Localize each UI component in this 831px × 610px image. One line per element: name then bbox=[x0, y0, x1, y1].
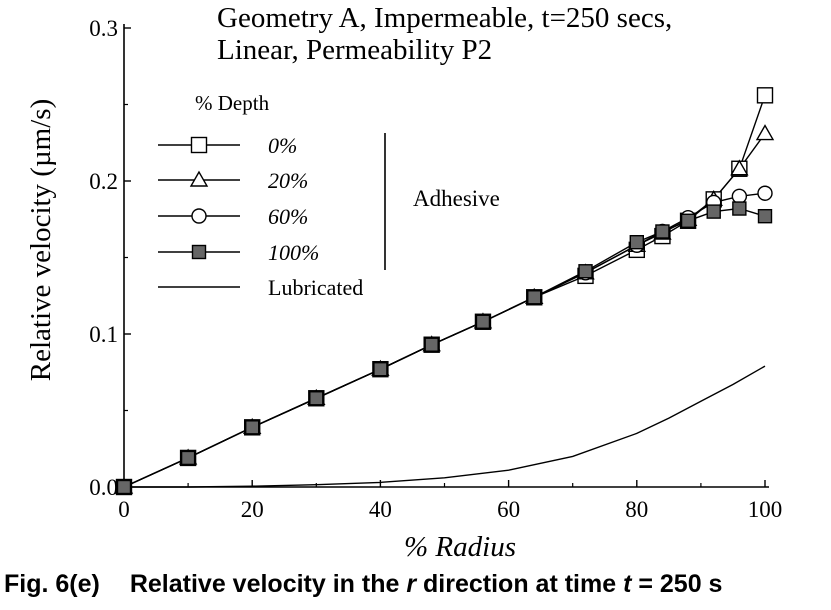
data-point bbox=[424, 337, 439, 352]
x-axis-label: % Radius bbox=[404, 531, 516, 560]
legend-label: 100% bbox=[268, 240, 319, 265]
ticks: 0 20 40 60 80 100 0.0 0.1 0.2 0.3 bbox=[89, 16, 782, 522]
legend-entry: 100% bbox=[158, 240, 319, 265]
data-point bbox=[578, 264, 593, 279]
figure-number: Fig. 6(e) bbox=[4, 569, 100, 598]
data-point bbox=[706, 204, 721, 219]
data-point bbox=[180, 450, 196, 466]
data-point bbox=[655, 224, 670, 239]
y-tick-label: 0.2 bbox=[89, 169, 118, 194]
x-tick-label: 0 bbox=[118, 497, 130, 522]
legend-marker bbox=[191, 244, 207, 260]
y-axis-label: Relative velocity (µm/s) bbox=[25, 99, 57, 381]
series-layer bbox=[114, 87, 775, 496]
figure-caption: Fig. 6(e) Relative velocity in the r dir… bbox=[4, 562, 831, 606]
legend-entry: Lubricated bbox=[158, 275, 363, 300]
series-4-markers bbox=[116, 201, 773, 495]
legend-group-label: Adhesive bbox=[413, 186, 500, 211]
data-point bbox=[732, 201, 747, 216]
legend-title: % Depth bbox=[195, 91, 270, 115]
legend-label: 60% bbox=[268, 204, 308, 229]
x-tick-label: 60 bbox=[497, 497, 520, 522]
legend: % Depth Adhesive 0% 20% 60% 100% Lubricated bbox=[158, 91, 500, 300]
data-point bbox=[244, 420, 260, 435]
velocity-chart: 0 20 40 60 80 100 0.0 0.1 0.2 0.3 Geometry A, Imp… bbox=[25, 2, 782, 560]
y-tick-label: 0.1 bbox=[89, 322, 118, 347]
series-3-markers bbox=[116, 185, 773, 495]
figure-caption-text: Relative velocity in the r direction at … bbox=[130, 570, 723, 599]
data-point bbox=[756, 87, 774, 104]
series-line bbox=[124, 365, 766, 488]
x-tick-label: 40 bbox=[369, 497, 392, 522]
x-tick-label: 100 bbox=[748, 497, 783, 522]
caption-variable: r bbox=[406, 569, 417, 598]
chart-title-line-2: Linear, Permeability P2 bbox=[217, 34, 492, 66]
series-line bbox=[123, 207, 766, 488]
caption-part: direction at time bbox=[416, 569, 624, 598]
caption-part: Relative velocity in the bbox=[129, 569, 407, 598]
legend-label: 0% bbox=[268, 133, 297, 158]
data-point bbox=[680, 213, 696, 228]
x-tick-label: 80 bbox=[625, 497, 648, 522]
caption-part: = 250 s bbox=[631, 569, 723, 598]
data-point bbox=[309, 391, 324, 406]
data-point bbox=[629, 234, 644, 250]
y-tick-label: 0.0 bbox=[89, 475, 118, 500]
legend-marker bbox=[191, 208, 207, 224]
x-tick-label: 20 bbox=[241, 497, 264, 522]
series-1-markers bbox=[115, 87, 774, 496]
series-4 bbox=[123, 207, 766, 488]
series-line bbox=[123, 95, 766, 488]
caption-variable: t bbox=[623, 569, 632, 598]
legend-marker bbox=[190, 136, 208, 154]
legend-label: 20% bbox=[268, 168, 308, 193]
data-point bbox=[527, 290, 542, 305]
series-1 bbox=[123, 95, 766, 488]
legend-marker bbox=[189, 170, 209, 187]
y-tick-label: 0.3 bbox=[89, 16, 118, 41]
legend-entry: 60% bbox=[158, 204, 308, 229]
data-point bbox=[755, 124, 775, 141]
data-point bbox=[475, 314, 491, 329]
chart-title-line-1: Geometry A, Impermeable, t=250 secs, bbox=[217, 2, 672, 34]
data-point bbox=[731, 188, 748, 205]
data-point bbox=[116, 479, 132, 495]
data-point bbox=[373, 361, 388, 377]
legend-entry: 0% bbox=[158, 133, 297, 158]
data-point bbox=[730, 159, 749, 176]
series-5 bbox=[124, 365, 766, 488]
legend-label: Lubricated bbox=[268, 275, 363, 300]
legend-entry: 20% bbox=[158, 168, 308, 193]
data-point bbox=[757, 208, 773, 224]
data-point bbox=[757, 185, 773, 201]
